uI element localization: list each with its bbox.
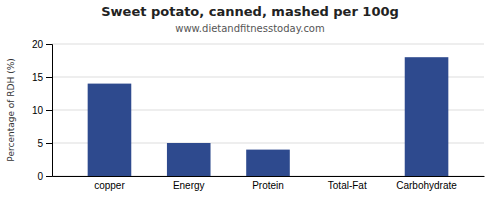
x-tick-label: copper <box>94 180 125 191</box>
y-tick: 5 <box>37 138 52 149</box>
y-tick-label: 5 <box>37 138 43 149</box>
x-tick: Protein <box>252 176 284 191</box>
x-tick-label: Protein <box>252 180 284 191</box>
x-tick-label: Energy <box>173 180 205 191</box>
x-axis-line <box>53 176 485 177</box>
chart: Sweet potato, canned, mashed per 100g www… <box>0 0 500 200</box>
x-axis: copper Energy Protein Total-Fat Carbohydrate <box>53 176 485 191</box>
bar <box>325 176 369 177</box>
y-tick-label: 20 <box>32 39 44 50</box>
y-tick-line <box>46 143 52 144</box>
y-tick: 15 <box>32 72 52 83</box>
x-tick-label: Total-Fat <box>328 180 367 191</box>
bar <box>167 143 211 176</box>
title: Sweet potato, canned, mashed per 100g <box>101 4 399 19</box>
x-tick-label: Carbohydrate <box>396 180 457 191</box>
x-tick: copper <box>94 176 125 191</box>
bar <box>88 84 132 176</box>
y-tick-label: 10 <box>32 105 44 116</box>
x-tick: Total-Fat <box>328 176 367 191</box>
x-tick: Carbohydrate <box>396 176 457 191</box>
bar <box>246 150 290 176</box>
y-tick-line <box>46 77 52 78</box>
y-tick-line <box>46 110 52 111</box>
y-axis-line <box>46 45 53 177</box>
y-axis: 0 5 10 15 20 <box>32 39 53 182</box>
bar <box>405 57 449 176</box>
y-tick: 10 <box>32 105 52 116</box>
y-axis-title: Percentage of RDH (%) <box>6 58 16 161</box>
y-tick-line <box>46 176 52 177</box>
y-tick-label: 15 <box>32 72 44 83</box>
subtitle: www.dietandfitnesstoday.com <box>175 23 324 34</box>
bars <box>88 57 449 176</box>
y-tick: 0 <box>37 171 52 182</box>
plot: copper Energy Protein Total-Fat Carbohydrate… <box>32 39 485 191</box>
y-tick: 20 <box>32 39 52 50</box>
grid-line <box>52 44 484 45</box>
grid <box>52 44 484 176</box>
y-tick-label: 0 <box>37 171 43 182</box>
y-tick-line <box>46 44 52 45</box>
x-tick: Energy <box>173 176 205 191</box>
